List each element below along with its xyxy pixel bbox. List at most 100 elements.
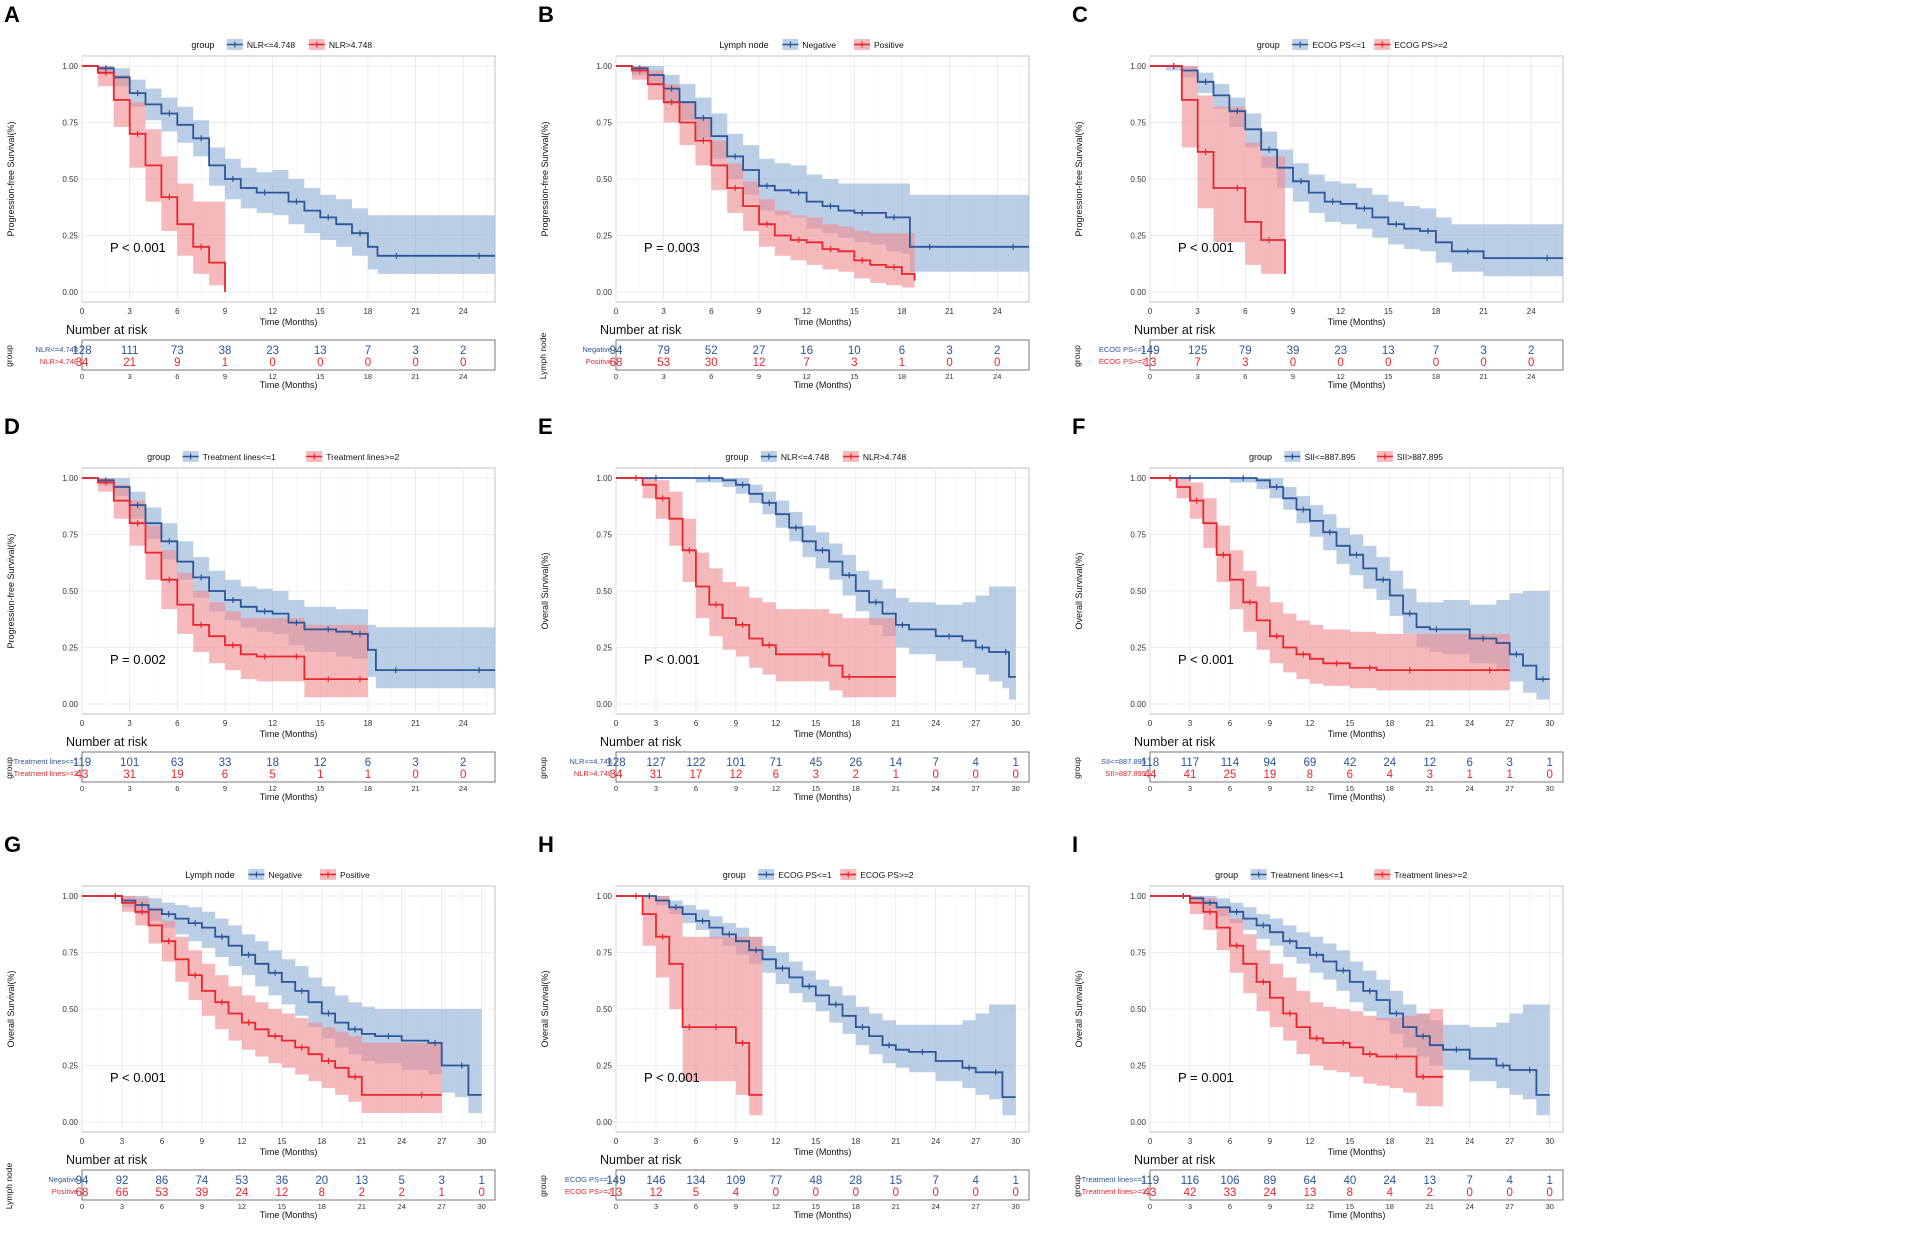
risk-count: 0 <box>1433 357 1439 369</box>
x-tick-label: 15 <box>1384 307 1393 316</box>
survival-curve-comparison <box>82 65 226 292</box>
risk-x-tick-label: 0 <box>614 372 618 381</box>
x-tick-label: 27 <box>1505 719 1514 728</box>
y-axis-label: Overall Survival(%) <box>6 970 16 1047</box>
risk-count: 116 <box>1181 1175 1199 1187</box>
risk-count: 53 <box>156 1187 169 1199</box>
ci-band-reference <box>1150 896 1550 1116</box>
risk-count: 36 <box>275 1175 288 1187</box>
survival-curve-reference <box>1150 65 1563 259</box>
x-tick-label: 6 <box>1228 719 1233 728</box>
risk-count: 0 <box>973 1187 979 1199</box>
risk-count: 24 <box>1264 1187 1277 1199</box>
x-tick-label: 24 <box>1465 1137 1474 1146</box>
x-tick-label: 30 <box>1011 1137 1020 1146</box>
x-tick-label: 15 <box>811 1137 820 1146</box>
x-tick-label: 6 <box>709 307 714 316</box>
risk-count: 16 <box>800 345 813 357</box>
risk-count: 13 <box>314 345 327 357</box>
ci-band-reference <box>616 66 1029 272</box>
risk-count: 0 <box>1337 357 1343 369</box>
x-tick-label: 0 <box>80 307 85 316</box>
y-tick-label: 0.75 <box>62 531 78 540</box>
legend-label: Treatment lines<=1 <box>203 452 276 462</box>
risk-count: 31 <box>650 769 663 781</box>
risk-count: 53 <box>657 357 670 369</box>
survival-curve-comparison <box>82 895 442 1096</box>
p-value: P = 0.003 <box>644 240 700 255</box>
risk-x-tick-label: 3 <box>654 784 658 793</box>
x-tick-label: 3 <box>1188 1137 1193 1146</box>
x-tick-label: 24 <box>931 1137 940 1146</box>
risk-x-axis-label: Time (Months) <box>794 792 852 802</box>
risk-table-box <box>81 339 496 371</box>
x-tick-label: 15 <box>1345 719 1354 728</box>
risk-x-tick-label: 21 <box>1426 784 1434 793</box>
risk-count: 0 <box>460 357 466 369</box>
risk-count: 0 <box>1507 1187 1513 1199</box>
risk-count: 1 <box>365 769 371 781</box>
risk-x-tick-label: 24 <box>1466 784 1474 793</box>
survival-curve-reference <box>82 65 495 257</box>
legend-title: group <box>191 40 214 50</box>
p-value: P < 0.001 <box>110 1070 166 1085</box>
y-tick-label: 0.75 <box>1130 949 1146 958</box>
risk-count: 20 <box>315 1175 328 1187</box>
ci-band-comparison <box>616 478 896 698</box>
risk-x-tick-label: 9 <box>1291 372 1295 381</box>
x-tick-label: 21 <box>891 1137 900 1146</box>
x-tick-label: 18 <box>1385 1137 1394 1146</box>
risk-count: 1 <box>439 1187 445 1199</box>
risk-count: 5 <box>693 1187 699 1199</box>
x-tick-label: 9 <box>223 307 228 316</box>
y-tick-label: 0.75 <box>596 119 612 128</box>
risk-x-tick-label: 18 <box>852 784 860 793</box>
y-tick-label: 1.00 <box>596 62 612 71</box>
risk-x-tick-label: 27 <box>1506 1202 1514 1211</box>
legend-label: ECOG PS>=2 <box>1394 40 1448 50</box>
risk-count: 114 <box>1221 757 1240 769</box>
risk-x-tick-label: 24 <box>459 372 467 381</box>
risk-count: 52 <box>705 345 718 357</box>
risk-count: 77 <box>769 1175 782 1187</box>
risk-count: 28 <box>849 1175 862 1187</box>
risk-x-tick-label: 18 <box>1386 784 1394 793</box>
risk-row-label: Treatment lines<=1 <box>14 757 78 766</box>
risk-x-tick-label: 24 <box>932 1202 940 1211</box>
risk-y-axis-label: group <box>4 345 14 367</box>
risk-count: 101 <box>726 757 745 769</box>
panel-g: G Lymph node Negative Positive 0.00 0.25 0.50 0… <box>4 832 496 1220</box>
risk-count: 12 <box>730 769 743 781</box>
risk-count: 12 <box>275 1187 288 1199</box>
x-tick-label: 9 <box>734 719 739 728</box>
risk-count: 0 <box>412 769 418 781</box>
x-tick-label: 0 <box>80 719 85 728</box>
risk-x-tick-label: 27 <box>438 1202 446 1211</box>
risk-x-tick-label: 12 <box>1306 784 1314 793</box>
risk-x-axis-label: Time (Months) <box>1328 380 1386 390</box>
risk-x-tick-label: 21 <box>358 1202 366 1211</box>
risk-x-tick-label: 6 <box>709 372 713 381</box>
y-tick-label: 0.00 <box>596 288 612 297</box>
risk-count: 0 <box>813 1187 819 1199</box>
risk-count: 0 <box>1546 769 1552 781</box>
risk-x-tick-label: 24 <box>993 372 1001 381</box>
risk-row-label: ECOG PS>=2 <box>1099 357 1146 366</box>
risk-count: 149 <box>1140 345 1159 357</box>
risk-count: 3 <box>1480 345 1486 357</box>
risk-count: 0 <box>317 357 323 369</box>
risk-count: 0 <box>1385 357 1391 369</box>
risk-count: 73 <box>171 345 184 357</box>
risk-count: 24 <box>1383 1175 1396 1187</box>
risk-x-tick-label: 3 <box>1188 1202 1192 1211</box>
risk-x-tick-label: 18 <box>364 784 372 793</box>
risk-table-box <box>1149 1169 1564 1201</box>
risk-count: 66 <box>116 1187 129 1199</box>
risk-table-title: Number at risk <box>600 735 682 749</box>
risk-count: 7 <box>933 1175 939 1187</box>
x-tick-label: 12 <box>268 307 277 316</box>
risk-count: 31 <box>123 769 136 781</box>
risk-count: 79 <box>1239 345 1252 357</box>
risk-x-tick-label: 12 <box>772 784 780 793</box>
